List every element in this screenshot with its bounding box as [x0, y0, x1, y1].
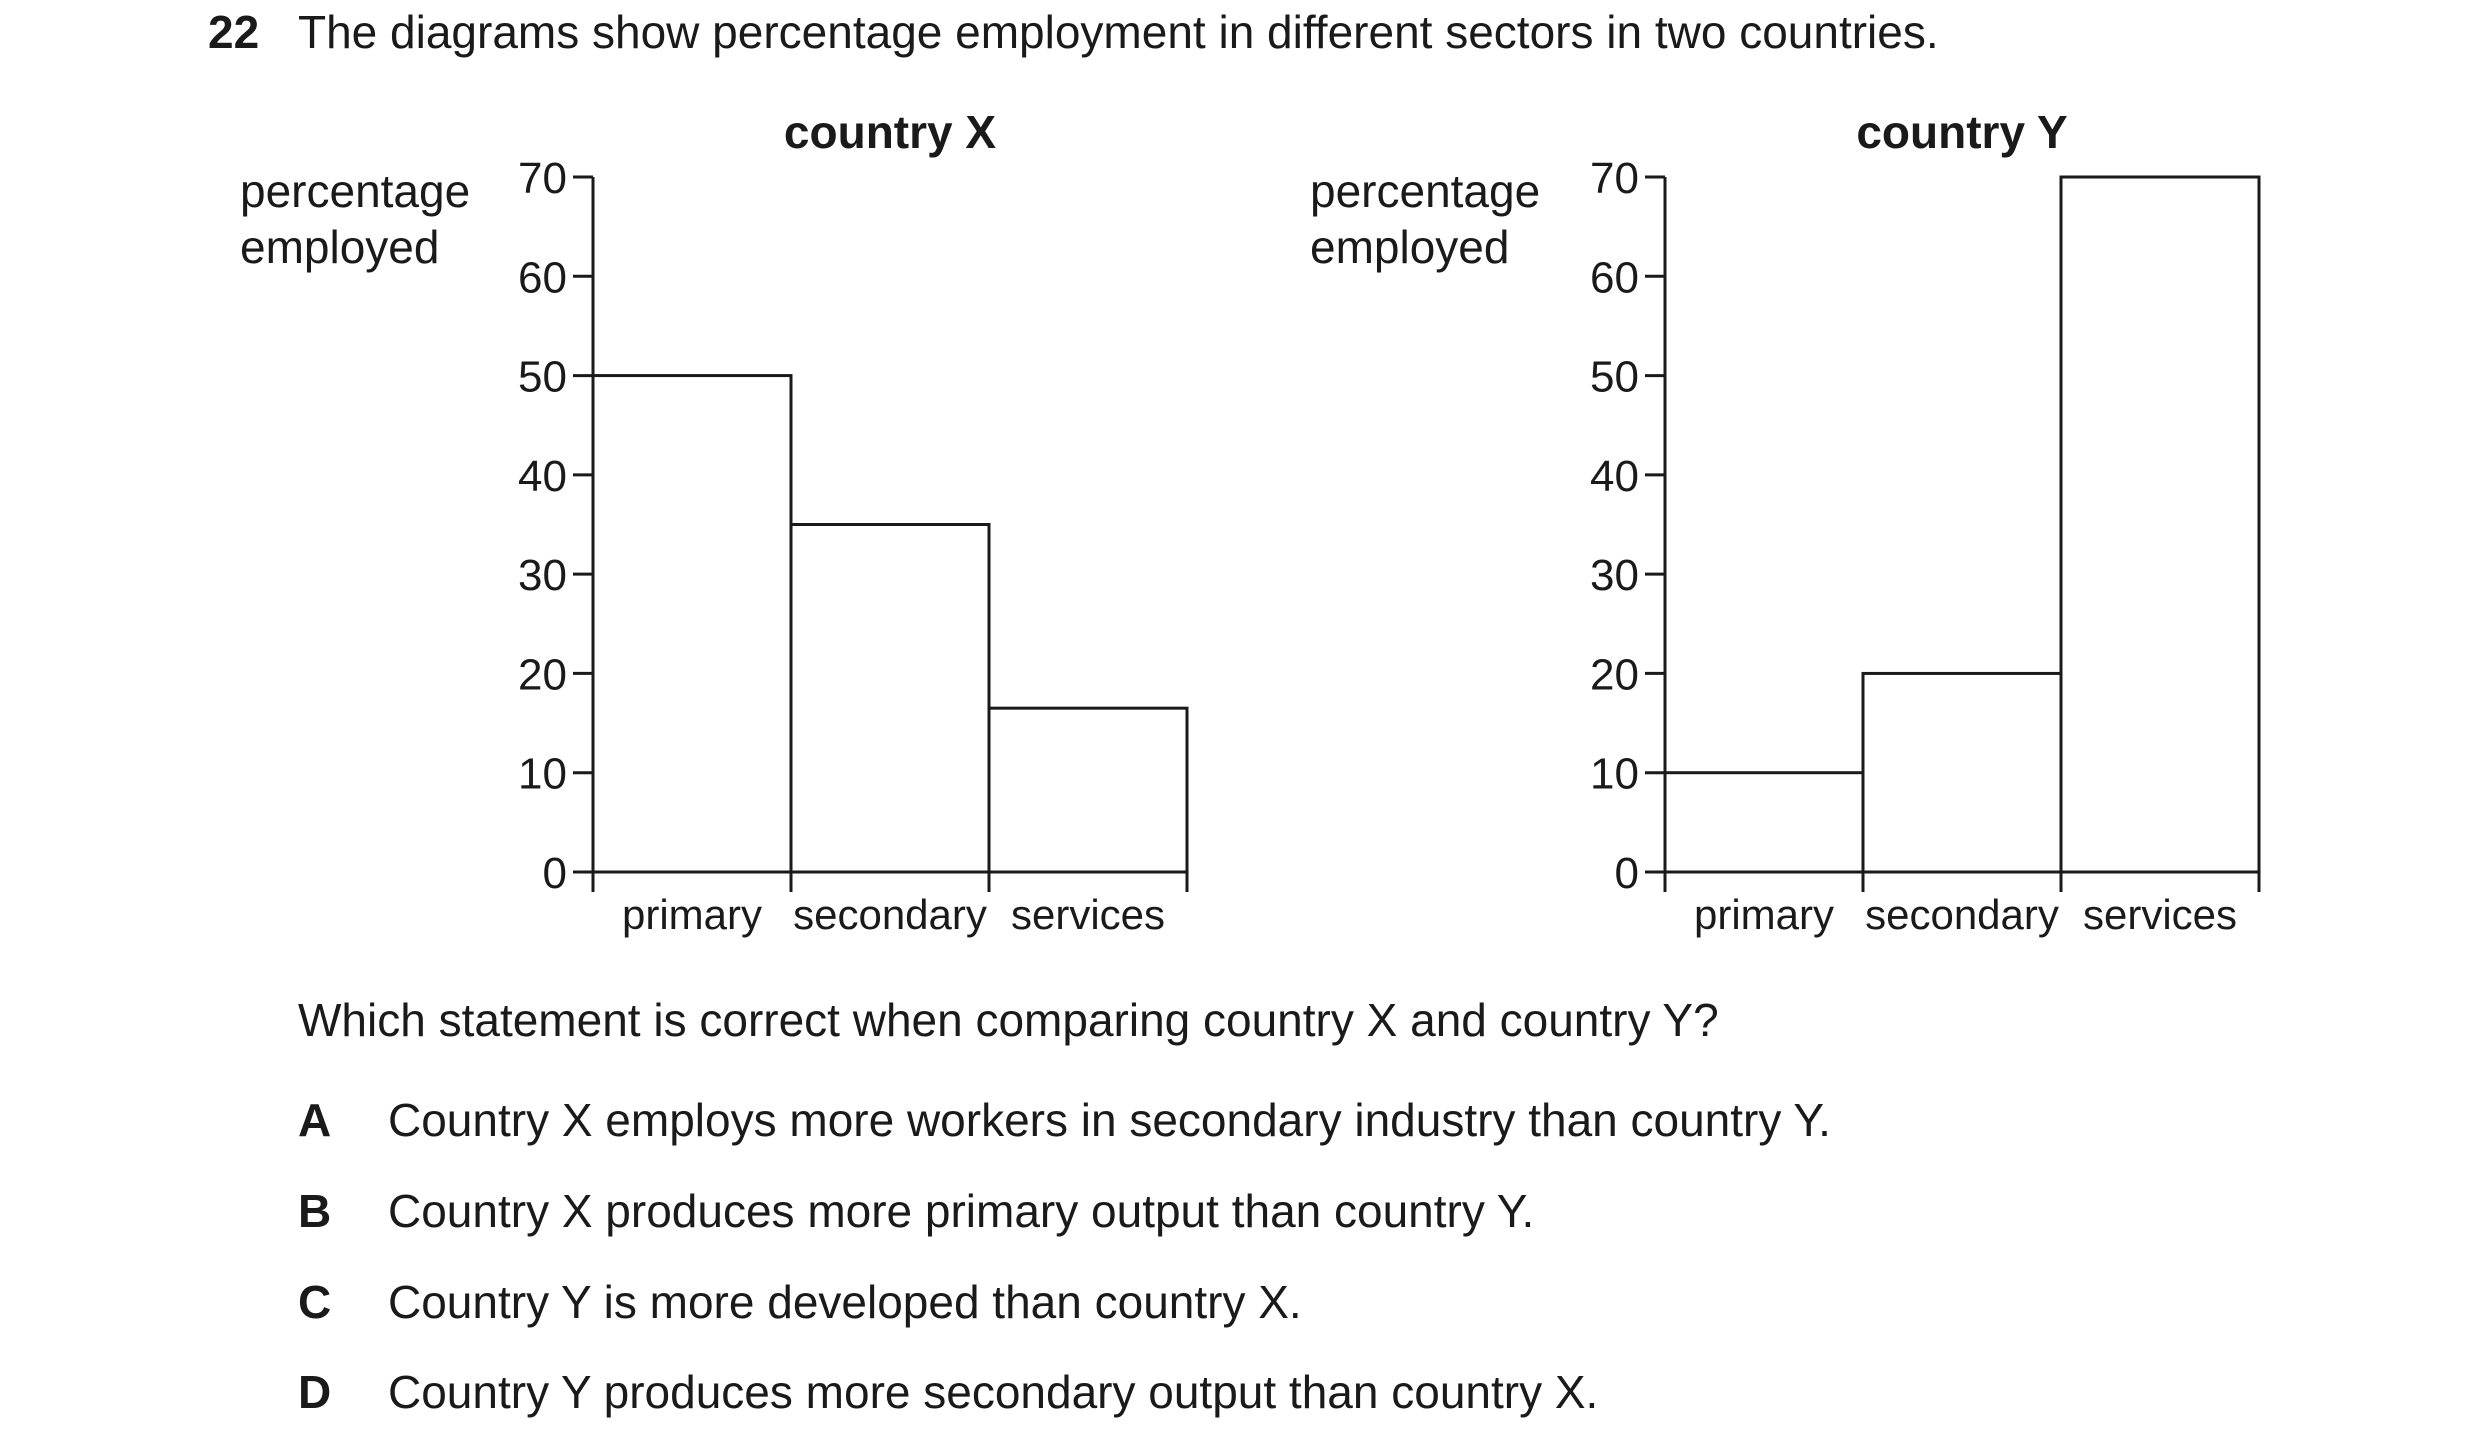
- y-tick-label: 20: [518, 650, 567, 699]
- bar-secondary: [1861, 671, 2063, 874]
- option-text: Country Y produces more secondary output…: [388, 1366, 1599, 1418]
- option-text: Country Y is more developed than country…: [388, 1276, 1302, 1328]
- y-tick-label: 10: [1590, 750, 1639, 799]
- x-tick-label: services: [1011, 891, 1165, 938]
- y-axis-label: percentage employed: [1310, 165, 1540, 273]
- y-tick-label: 0: [543, 849, 567, 898]
- chart-title: country Y: [1856, 106, 2067, 158]
- y-tick-label: 10: [518, 750, 567, 799]
- y-tick-label: 30: [518, 551, 567, 600]
- y-axis-label-line: percentage: [240, 165, 470, 217]
- y-tick-label: 60: [518, 253, 567, 302]
- question-number: 22: [208, 6, 260, 58]
- y-axis-label-line: employed: [1310, 221, 1509, 273]
- bar-primary: [1663, 771, 1865, 874]
- y-tick-label: 20: [1590, 650, 1639, 699]
- option-letter: B: [298, 1185, 332, 1237]
- option-text: Country X produces more primary output t…: [388, 1185, 1535, 1237]
- y-tick-label: 30: [1590, 551, 1639, 600]
- x-tick-label: secondary: [1865, 891, 2059, 938]
- y-tick-label: 50: [1590, 353, 1639, 402]
- y-tick-label: 50: [518, 353, 567, 402]
- question-header: 22 The diagrams show percentage employmen…: [208, 2, 1939, 62]
- x-tick-label: secondary: [793, 891, 987, 938]
- y-axis-label-line: employed: [240, 221, 439, 273]
- y-axis-label-line: percentage: [1310, 165, 1540, 217]
- bar-secondary: [789, 523, 991, 874]
- y-tick-label: 40: [1590, 452, 1639, 501]
- y-tick-label: 40: [518, 452, 567, 501]
- bar-services: [987, 706, 1189, 874]
- bar-primary: [591, 374, 793, 874]
- option-text: Country X employs more workers in second…: [388, 1094, 1831, 1146]
- bar-services: [2059, 175, 2261, 874]
- chart-country-x: country X percentage employed 0 10 20 30 40 50 60…: [240, 106, 1189, 938]
- x-tick-label: services: [2083, 891, 2237, 938]
- chart-title: country X: [784, 106, 996, 158]
- question-text: The diagrams show percentage employment …: [298, 6, 1939, 58]
- chart-country-y: country Y percentage employed 0 10 20 30 40 50 60…: [1310, 106, 2261, 938]
- y-tick-label: 70: [518, 154, 567, 203]
- option-letter: C: [298, 1276, 332, 1328]
- option-letter: A: [298, 1094, 332, 1146]
- option-letter: D: [298, 1366, 332, 1418]
- y-tick-label: 70: [1590, 154, 1639, 203]
- x-tick-label: primary: [622, 891, 762, 938]
- y-axis-label: percentage employed: [240, 165, 470, 273]
- y-tick-label: 60: [1590, 253, 1639, 302]
- question-prompt: Which statement is correct when comparin…: [298, 994, 1719, 1046]
- y-tick-label: 0: [1615, 849, 1639, 898]
- x-tick-label: primary: [1694, 891, 1834, 938]
